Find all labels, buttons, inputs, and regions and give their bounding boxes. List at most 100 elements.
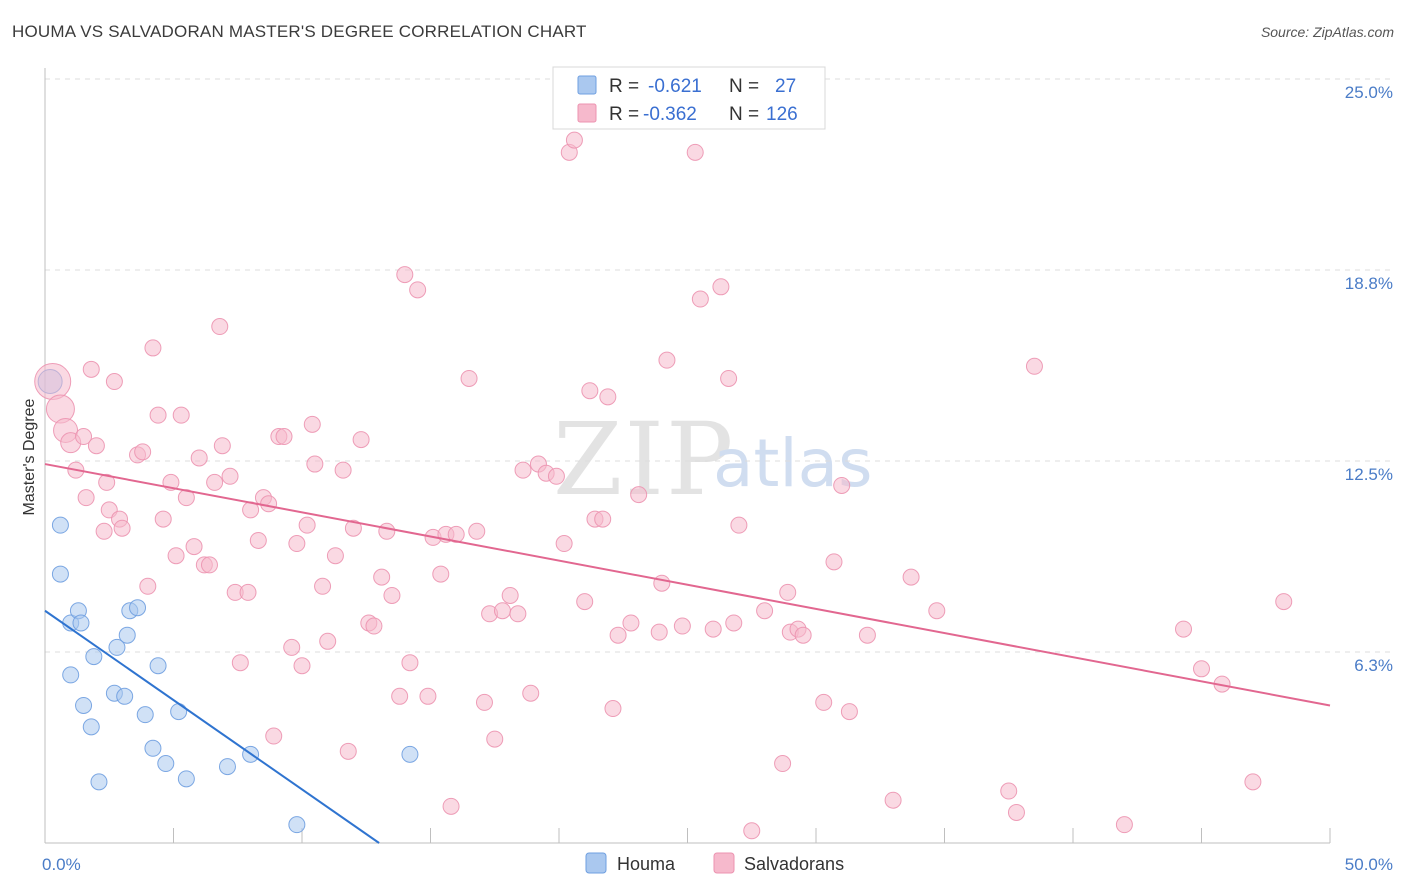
legend-r-label-salvadorans: R =: [609, 104, 639, 125]
salvadoran-point: [139, 577, 157, 595]
salvadoran-point: [144, 339, 162, 357]
salvadoran-point: [339, 742, 357, 760]
salvadoran-point: [779, 583, 797, 601]
salvadoran-point: [730, 516, 748, 534]
houma-point: [129, 599, 147, 617]
salvadoran-point: [686, 143, 704, 161]
series-legend: Houma Salvadorans: [585, 852, 844, 874]
legend-n-label-salvadorans: N =: [729, 104, 759, 125]
data-points: [34, 131, 1293, 840]
salvadoran-point: [514, 461, 532, 479]
salvadoran-point: [509, 605, 527, 623]
houma-point: [218, 758, 236, 776]
houma-point: [170, 703, 188, 721]
salvadoran-point: [840, 703, 858, 721]
houma-point: [144, 739, 162, 757]
salvadoran-point: [172, 406, 190, 424]
salvadoran-point: [419, 687, 437, 705]
gridlines: [45, 78, 1392, 653]
bottom-legend-label-houma: Houma: [617, 854, 676, 874]
salvadoran-point: [609, 626, 627, 644]
salvadoran-point: [815, 693, 833, 711]
salvadoran-point: [249, 531, 267, 549]
legend-swatch-houma: [577, 75, 597, 95]
salvadoran-point: [547, 467, 565, 485]
houma-trend-line: [44, 609, 380, 844]
salvadoran-point: [658, 351, 676, 369]
salvadoran-point: [149, 406, 167, 424]
salvadoran-point: [98, 473, 116, 491]
salvadoran-point: [432, 565, 450, 583]
houma-point: [51, 516, 69, 534]
salvadoran-point: [409, 281, 427, 299]
salvadoran-point: [902, 568, 920, 586]
salvadoran-point: [720, 369, 738, 387]
salvadoran-point: [774, 755, 792, 773]
salvadoran-point: [622, 614, 640, 632]
houma-point: [72, 614, 90, 632]
y-tick-label-1: 12.5%: [1345, 465, 1393, 484]
trend-lines: [44, 463, 1331, 844]
salvadoran-point: [825, 553, 843, 571]
salvadoran-point: [928, 602, 946, 620]
salvadoran-point: [239, 583, 257, 601]
salvadoran-point: [691, 290, 709, 308]
salvadoran-point: [391, 687, 409, 705]
salvadoran-point: [167, 547, 185, 565]
houma-point: [85, 648, 103, 666]
legend-r-value-salvadorans: -0.362: [643, 104, 697, 125]
salvadoran-point: [365, 617, 383, 635]
salvadoran-point: [383, 586, 401, 604]
salvadoran-point: [319, 632, 337, 650]
houma-point: [108, 638, 126, 656]
salvadoran-point: [231, 654, 249, 672]
salvadoran-point: [95, 522, 113, 540]
salvadoran-point: [468, 522, 486, 540]
salvadoran-point: [293, 657, 311, 675]
salvadoran-point: [283, 638, 301, 656]
salvadoran-point: [185, 538, 203, 556]
x-tick-label-1: 50.0%: [1345, 855, 1393, 874]
salvadoran-point: [1244, 773, 1262, 791]
houma-point: [401, 745, 419, 763]
salvadoran-point: [599, 388, 617, 406]
legend-n-value-houma: 27: [775, 76, 796, 97]
salvadoran-point: [113, 519, 131, 537]
houma-point: [149, 657, 167, 675]
houma-point: [288, 816, 306, 834]
salvadoran-point: [1115, 816, 1133, 834]
salvadoran-point: [447, 525, 465, 543]
salvadoran-point: [833, 476, 851, 494]
houma-point: [116, 687, 134, 705]
source-credit: Source: ZipAtlas.com: [1260, 24, 1394, 40]
salvadoran-point: [522, 684, 540, 702]
salvadoran-point: [87, 437, 105, 455]
salvadoran-point: [794, 626, 812, 644]
correlation-legend: R = -0.621 N = 27 R = -0.362 N = 126: [552, 66, 826, 130]
salvadoran-point: [288, 535, 306, 553]
salvadoran-point: [653, 574, 671, 592]
legend-n-value-salvadorans: 126: [766, 104, 798, 125]
salvadoran-point: [344, 519, 362, 537]
salvadoran-point: [725, 614, 743, 632]
salvadoran-point: [581, 382, 599, 400]
x-tick-label-0: 0.0%: [42, 855, 81, 874]
salvadoran-point: [334, 461, 352, 479]
salvadoran-point: [77, 489, 95, 507]
houma-point: [62, 666, 80, 684]
houma-point: [177, 770, 195, 788]
houma-point: [82, 718, 100, 736]
salvadoran-point: [352, 431, 370, 449]
salvadoran-point: [756, 602, 774, 620]
salvadoran-point: [630, 486, 648, 504]
legend-swatch-salvadorans: [577, 103, 597, 123]
salvadoran-point: [475, 693, 493, 711]
salvadoran-point: [650, 623, 668, 641]
salvadoran-point: [396, 266, 414, 284]
salvadoran-point: [154, 510, 172, 528]
salvadoran-point: [493, 602, 511, 620]
salvadoran-point: [442, 797, 460, 815]
salvadoran-point: [555, 535, 573, 553]
houma-point: [51, 565, 69, 583]
